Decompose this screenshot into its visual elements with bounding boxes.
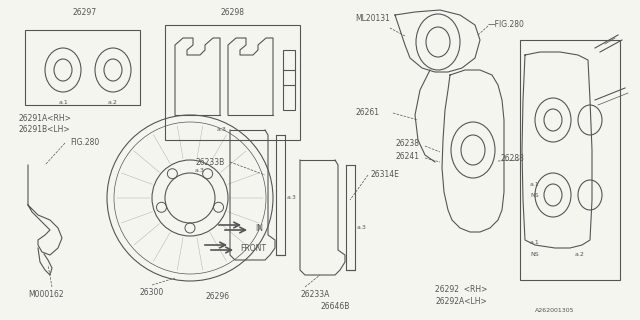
Text: FIG.280: FIG.280 bbox=[70, 138, 99, 147]
Text: 26241: 26241 bbox=[395, 151, 419, 161]
Text: 26314E: 26314E bbox=[370, 170, 399, 179]
Text: 26291B<LH>: 26291B<LH> bbox=[18, 125, 70, 134]
Text: A262001305: A262001305 bbox=[535, 308, 575, 313]
Text: NS: NS bbox=[530, 193, 539, 198]
Text: a.2: a.2 bbox=[575, 252, 585, 257]
Text: IN: IN bbox=[255, 224, 263, 233]
Text: a.3: a.3 bbox=[287, 195, 297, 200]
Text: M000162: M000162 bbox=[28, 290, 63, 299]
Text: 26238: 26238 bbox=[395, 139, 419, 148]
Text: FRONT: FRONT bbox=[240, 244, 266, 253]
Text: a.1: a.1 bbox=[530, 182, 540, 187]
Text: 26292  <RH>: 26292 <RH> bbox=[435, 285, 488, 294]
Text: a.1: a.1 bbox=[530, 240, 540, 245]
Text: 26292A<LH>: 26292A<LH> bbox=[435, 297, 487, 306]
Text: a.2: a.2 bbox=[108, 100, 118, 105]
Text: 26261: 26261 bbox=[355, 108, 379, 117]
Text: a.3: a.3 bbox=[195, 168, 205, 173]
Text: 26300: 26300 bbox=[140, 288, 164, 297]
Bar bbox=[165, 25, 300, 140]
Text: 26291A<RH>: 26291A<RH> bbox=[18, 114, 71, 123]
Text: 26646B: 26646B bbox=[320, 302, 349, 311]
Text: a.1: a.1 bbox=[58, 100, 68, 105]
Bar bbox=[283, 50, 295, 110]
Text: 26233A: 26233A bbox=[300, 290, 330, 299]
Text: 26288: 26288 bbox=[500, 154, 524, 163]
Text: 26298: 26298 bbox=[220, 8, 244, 17]
Text: —FIG.280: —FIG.280 bbox=[488, 20, 525, 29]
Text: NS: NS bbox=[530, 252, 539, 257]
Text: a.3: a.3 bbox=[357, 225, 367, 230]
Bar bbox=[25, 30, 140, 105]
Text: 26296: 26296 bbox=[205, 292, 229, 301]
Bar bbox=[520, 40, 620, 280]
Text: 26297: 26297 bbox=[73, 8, 97, 17]
Text: a.3: a.3 bbox=[217, 127, 227, 132]
Text: 26233B: 26233B bbox=[195, 158, 224, 167]
Text: ML20131: ML20131 bbox=[355, 14, 390, 23]
